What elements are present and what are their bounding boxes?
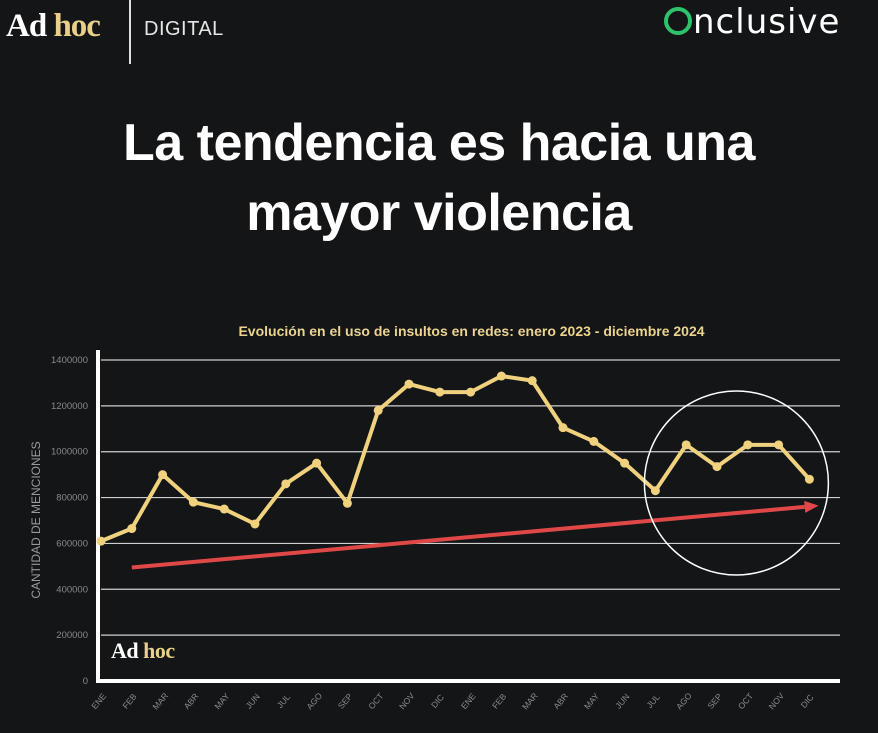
- x-tick-label: ENE: [459, 691, 478, 711]
- headline-line-2: mayor violencia: [246, 184, 632, 242]
- x-tick-label: NOV: [397, 691, 417, 712]
- x-tick-label: FEB: [120, 691, 138, 710]
- data-point: [188, 497, 198, 507]
- x-tick-label: MAR: [520, 691, 540, 712]
- data-point: [373, 405, 383, 415]
- adhoc-watermark: Ad hoc: [111, 638, 175, 664]
- headline: La tendencia es hacia una mayor violenci…: [0, 108, 878, 248]
- data-point: [219, 504, 229, 514]
- highlight-circle: [643, 390, 830, 576]
- y-tick-label: 1200000: [51, 401, 88, 412]
- trend-arrow-head: [804, 500, 819, 513]
- onclusive-logo: nclusive: [664, 2, 840, 42]
- x-tick-label: JUL: [275, 692, 293, 710]
- series-line: [100, 374, 811, 543]
- logo-digital-text: DIGITAL: [144, 18, 224, 40]
- y-tick-label: 200000: [56, 630, 88, 641]
- data-point: [466, 387, 476, 397]
- x-tick-label: FEB: [490, 691, 508, 710]
- data-point: [158, 470, 168, 480]
- x-tick-label: JUN: [244, 692, 262, 711]
- x-tick-label: OCT: [366, 691, 385, 711]
- watermark-hoc-text: hoc: [143, 638, 175, 663]
- y-tick-label: 1000000: [51, 447, 88, 458]
- x-tick-label: SEP: [336, 691, 355, 711]
- headline-line-1: La tendencia es hacia una: [123, 114, 755, 172]
- data-point: [589, 436, 599, 446]
- data-point: [558, 423, 568, 433]
- data-point: [281, 479, 291, 489]
- chart-title: Evolución en el uso de insultos en redes…: [238, 323, 705, 339]
- x-tick-label: MAR: [150, 691, 170, 712]
- data-point: [404, 379, 414, 389]
- y-tick-label: 400000: [56, 584, 88, 595]
- onclusive-text: nclusive: [693, 2, 841, 42]
- data-point: [774, 440, 784, 450]
- x-tick-label: ENE: [89, 691, 108, 711]
- y-tick-label: 800000: [56, 493, 88, 504]
- data-point: [712, 462, 722, 472]
- data-point: [620, 458, 630, 468]
- y-axis-label: CANTIDAD DE MENCIONES: [29, 441, 43, 598]
- x-tick-label: ABR: [182, 691, 201, 711]
- y-tick-label: 0: [83, 676, 88, 687]
- data-point: [681, 440, 691, 450]
- x-tick-label: SEP: [705, 691, 724, 711]
- data-point: [250, 519, 260, 529]
- trend-arrow-line: [131, 504, 805, 570]
- data-point: [435, 387, 445, 397]
- data-point: [804, 474, 814, 484]
- data-point: [312, 458, 322, 468]
- onclusive-ring-icon: [664, 7, 692, 35]
- y-tick-label: 1400000: [51, 355, 88, 366]
- x-tick-label: ABR: [551, 691, 570, 711]
- x-tick-label: OCT: [736, 691, 755, 711]
- data-point: [496, 371, 506, 381]
- data-point: [342, 498, 352, 508]
- y-tick-label: 600000: [56, 538, 88, 549]
- x-tick-label: DIC: [799, 692, 816, 710]
- x-tick-label: DIC: [429, 692, 446, 710]
- x-tick-label: NOV: [767, 691, 787, 712]
- data-point: [527, 376, 537, 386]
- data-point: [96, 536, 106, 546]
- watermark-ad-text: Ad: [111, 638, 139, 663]
- x-tick-label: JUN: [613, 692, 631, 711]
- x-tick-label: AGO: [304, 690, 324, 711]
- data-point: [650, 486, 660, 496]
- x-tick-label: MAY: [582, 691, 601, 711]
- data-point: [127, 524, 137, 534]
- logo-divider: [129, 0, 131, 64]
- data-point: [743, 440, 753, 450]
- x-tick-label: AGO: [674, 690, 694, 711]
- adhoc-logo: Ad hoc: [6, 8, 101, 45]
- logo-hoc-text: hoc: [53, 8, 100, 44]
- logo-ad-text: Ad: [6, 8, 47, 44]
- x-tick-label: JUL: [644, 692, 662, 710]
- x-tick-label: MAY: [212, 691, 231, 711]
